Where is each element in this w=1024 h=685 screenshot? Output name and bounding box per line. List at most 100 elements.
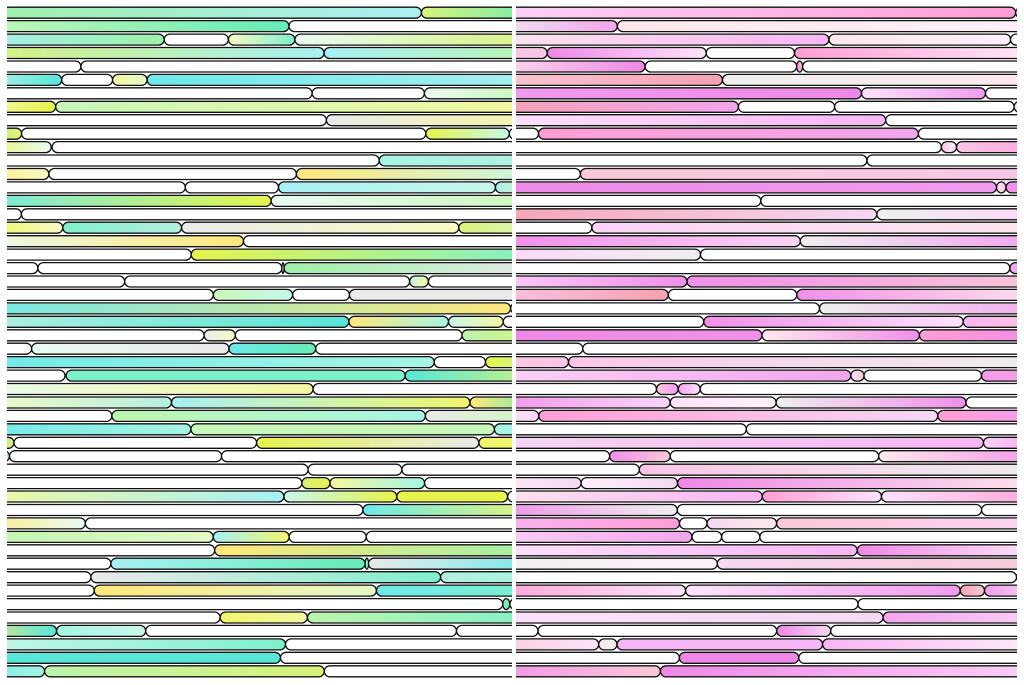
stripe-segment — [227, 33, 296, 46]
stripe-segment — [516, 557, 718, 570]
stripe-segment — [420, 6, 512, 19]
stripe-segment — [455, 624, 512, 638]
stripe-segment — [7, 369, 66, 382]
stripe-segment — [917, 127, 1017, 140]
stripe-segment — [7, 436, 15, 449]
stripe-segment — [516, 302, 821, 315]
stripe-segment — [745, 423, 1017, 436]
stripe-segment — [669, 450, 880, 463]
stripe-segment — [793, 46, 1017, 60]
stripe-segment — [425, 127, 510, 140]
stripe-segment — [982, 436, 1017, 449]
stripe-segment — [720, 530, 761, 544]
stripe-segment — [7, 46, 325, 60]
stripe-segment — [20, 208, 512, 221]
stripe-segment — [955, 140, 1017, 154]
stripe-segment — [13, 436, 258, 449]
stripe-segment — [329, 476, 426, 490]
stripe-segment — [937, 409, 1017, 423]
stripe-segment — [423, 87, 512, 100]
stripe-segment — [516, 476, 582, 490]
stripe-segment — [93, 584, 378, 597]
stripe-segment — [502, 315, 512, 328]
stripe-segment — [516, 382, 658, 396]
stripe-segment — [502, 597, 511, 611]
stripe-segment — [7, 423, 192, 436]
stripe-segment — [7, 19, 290, 33]
stripe-segment — [995, 181, 1007, 194]
stripe-segment — [279, 651, 512, 664]
stripe-segment — [516, 611, 884, 624]
stripe-segment — [959, 584, 986, 597]
stripe-segment — [7, 409, 113, 423]
stripe-segment — [315, 342, 512, 355]
stripe-segment — [7, 557, 112, 570]
stripe-segment — [55, 624, 147, 638]
stripe-segment — [7, 530, 214, 544]
stripe-segment — [516, 369, 852, 382]
stripe-segment — [7, 6, 423, 19]
stripe-segment — [580, 476, 679, 490]
stripe-segment — [940, 140, 958, 154]
stripe-segment — [795, 60, 804, 73]
stripe-segment — [516, 342, 584, 355]
stripe-segment — [7, 396, 173, 409]
stripe-segment — [537, 127, 919, 140]
stripe-segment — [508, 128, 512, 140]
stripe-segment — [775, 517, 1017, 530]
stripe-segment — [7, 611, 221, 624]
stripe-segment — [111, 409, 427, 423]
stripe-segment — [427, 275, 512, 288]
stripe-segment — [516, 571, 1017, 584]
stripe-segment — [203, 329, 236, 342]
stripe-segment — [983, 584, 1017, 597]
stripe-segment — [190, 423, 496, 436]
stripe-segment — [669, 396, 777, 409]
stripe-segment — [7, 597, 504, 611]
stripe-segment — [365, 530, 512, 544]
stripe-segment — [294, 33, 512, 46]
stripe-segment — [43, 665, 325, 678]
stripe-segment — [516, 275, 688, 288]
stripe-segment — [288, 19, 512, 33]
stripe-segment — [686, 275, 1017, 288]
stripe-segment — [821, 638, 1017, 651]
stripe-segment — [507, 490, 512, 503]
stripe-segment — [7, 275, 126, 288]
stripe-segment — [37, 261, 283, 275]
stripe-segment — [7, 114, 328, 127]
stripe-segment — [7, 167, 50, 181]
stripe-segment — [703, 315, 964, 328]
stripe-segment — [124, 275, 411, 288]
stripe-segment — [234, 329, 463, 342]
stripe-segment — [180, 221, 460, 234]
stripe-segment — [516, 100, 740, 113]
stripe-segment — [860, 87, 987, 100]
stripe-segment — [7, 87, 313, 100]
stripe-segment — [55, 100, 512, 113]
stripe-segment — [325, 114, 512, 127]
stripe-segment — [7, 517, 87, 530]
stripe-segment — [676, 503, 983, 517]
stripe-segment — [461, 329, 512, 342]
stripe-segment — [8, 450, 223, 463]
stripe-segment — [7, 154, 380, 167]
stripe-segment — [644, 60, 798, 73]
stripe-segment — [608, 450, 671, 463]
stripe-segment — [882, 611, 1017, 624]
stripe-segment — [7, 100, 57, 113]
stripe-segment — [484, 355, 512, 369]
stripe-segment — [516, 597, 859, 611]
stripe-segment — [833, 100, 1015, 113]
stripe-segment — [659, 665, 1017, 678]
stripe-segment — [980, 503, 1017, 517]
stripe-segment — [984, 87, 1017, 100]
stripe-segment — [7, 302, 512, 315]
stripe-segment — [516, 329, 763, 342]
stripe-segment — [396, 490, 509, 503]
stripe-segment — [516, 355, 570, 369]
stripe-segment — [516, 248, 702, 261]
stripe-segment — [291, 288, 351, 302]
stripe-segment — [516, 127, 540, 140]
stripe-segment — [737, 100, 836, 113]
